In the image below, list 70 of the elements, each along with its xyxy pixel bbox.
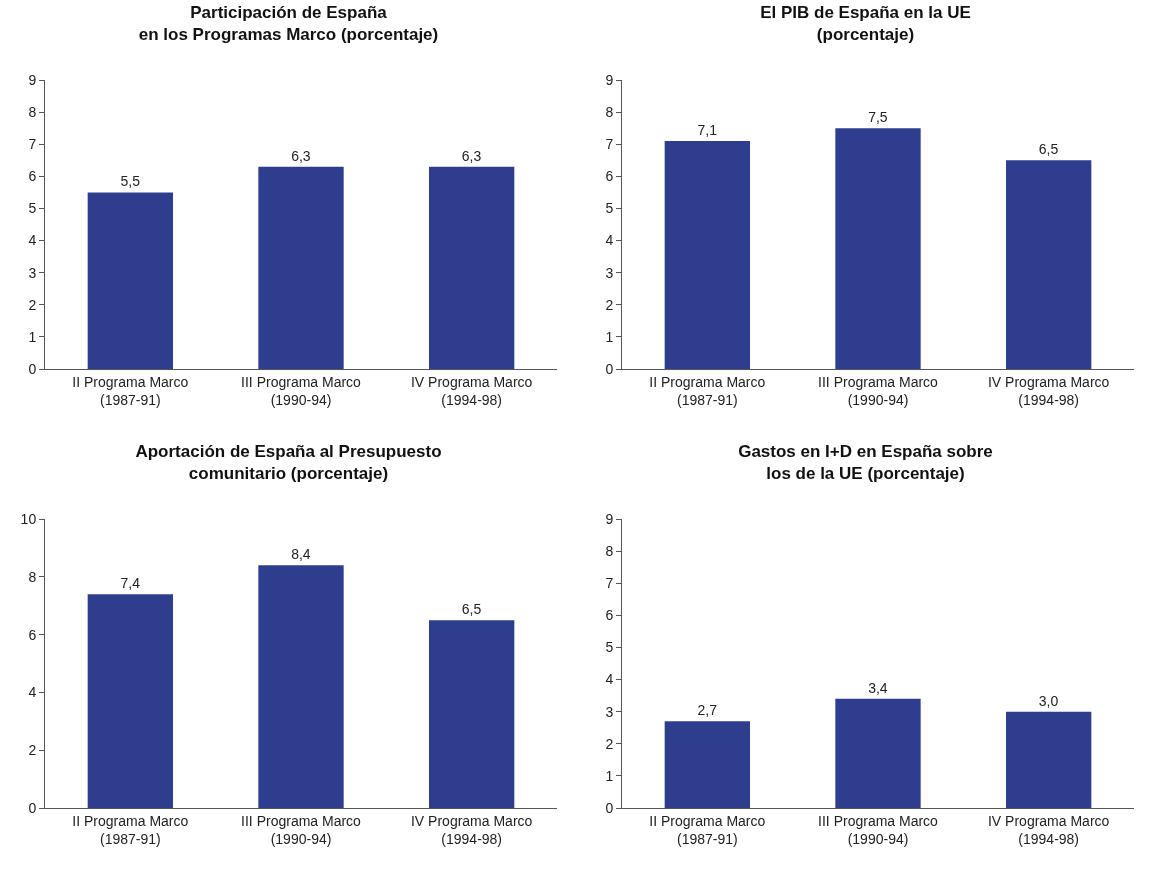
x-tick-label: II Programa Marco (1987-91) — [72, 812, 189, 847]
x-tick-label: III Programa Marco (1990-94) — [818, 812, 939, 847]
y-tick-label: 6 — [605, 607, 614, 624]
y-tick-label: 4 — [605, 671, 614, 688]
bar — [835, 128, 921, 369]
x-tick-label: IV Programa Marco (1994-98) — [410, 373, 533, 408]
y-tick-label: 2 — [28, 296, 37, 313]
x-tick-label: II Programa Marco (1987-91) — [72, 373, 189, 408]
y-tick-label: 7 — [605, 575, 614, 592]
x-tick-label: III Programa Marco (1990-94) — [241, 812, 362, 847]
data-label: 6,5 — [461, 601, 482, 618]
y-tick-label: 4 — [28, 232, 37, 249]
y-tick-label: 0 — [28, 360, 37, 377]
y-tick-label: 3 — [28, 264, 37, 281]
y-tick-label: 0 — [605, 799, 614, 816]
y-tick-label: 2 — [605, 735, 614, 752]
x-tick-label: III Programa Marco (1990-94) — [818, 373, 939, 408]
y-tick-label: 6 — [605, 168, 614, 185]
x-tick-label: IV Programa Marco (1994-98) — [987, 373, 1110, 408]
chart-title: Gastos en I+D en España sobre los de la UE (porcentaje) — [738, 441, 993, 483]
y-tick-label: 8 — [28, 104, 37, 121]
data-label: 3,0 — [1038, 692, 1059, 709]
y-tick-label: 10 — [20, 510, 37, 527]
chart-title: El PIB de España en la UE (porcentaje) — [760, 2, 971, 44]
y-tick-label: 6 — [28, 168, 37, 185]
y-tick-label: 1 — [605, 328, 614, 345]
data-label: 6,3 — [461, 147, 482, 164]
y-tick-label: 5 — [605, 200, 614, 217]
bar — [1006, 160, 1092, 369]
y-tick-label: 7 — [605, 136, 614, 153]
y-tick-label: 3 — [605, 703, 614, 720]
data-label: 8,4 — [291, 546, 311, 563]
y-tick-label: 4 — [605, 232, 614, 249]
x-tick-label: III Programa Marco (1990-94) — [241, 373, 362, 408]
y-tick-label: 8 — [605, 104, 614, 121]
y-tick-label: 9 — [605, 510, 614, 527]
x-tick-label: IV Programa Marco (1994-98) — [987, 812, 1110, 847]
data-label: 2,7 — [697, 702, 718, 719]
y-tick-label: 0 — [28, 799, 37, 816]
y-tick-label: 2 — [605, 296, 614, 313]
x-tick-label: II Programa Marco (1987-91) — [649, 373, 766, 408]
y-tick-label: 3 — [605, 264, 614, 281]
bar — [429, 620, 515, 808]
y-tick-label: 7 — [28, 136, 37, 153]
y-tick-label: 2 — [28, 742, 37, 759]
y-tick-label: 1 — [28, 328, 37, 345]
y-tick-label: 0 — [605, 360, 614, 377]
bar — [664, 141, 750, 369]
data-label: 6,5 — [1038, 141, 1059, 158]
bar — [87, 594, 173, 808]
y-tick-label: 5 — [605, 639, 614, 656]
data-label: 7,1 — [697, 122, 718, 139]
x-tick-label: IV Programa Marco (1994-98) — [410, 812, 533, 847]
chart-title: Participación de España en los Programas Marco (porcentaje) — [138, 2, 439, 44]
y-tick-label: 1 — [605, 767, 614, 784]
y-tick-label: 8 — [605, 543, 614, 560]
y-tick-label: 9 — [28, 71, 37, 88]
y-tick-label: 5 — [28, 200, 37, 217]
data-label: 6,3 — [291, 147, 311, 164]
x-tick-label: II Programa Marco (1987-91) — [649, 812, 766, 847]
y-tick-label: 6 — [28, 626, 37, 643]
data-label: 3,4 — [868, 679, 888, 696]
data-label: 7,5 — [868, 109, 888, 126]
data-label: 7,4 — [120, 575, 141, 592]
chart-title: Aportación de España al Presupuesto comunitario (porcentaje) — [135, 441, 442, 483]
bar — [258, 565, 344, 808]
y-tick-label: 9 — [605, 71, 614, 88]
data-label: 5,5 — [120, 173, 141, 190]
y-tick-label: 4 — [28, 684, 37, 701]
y-tick-label: 8 — [28, 568, 37, 585]
